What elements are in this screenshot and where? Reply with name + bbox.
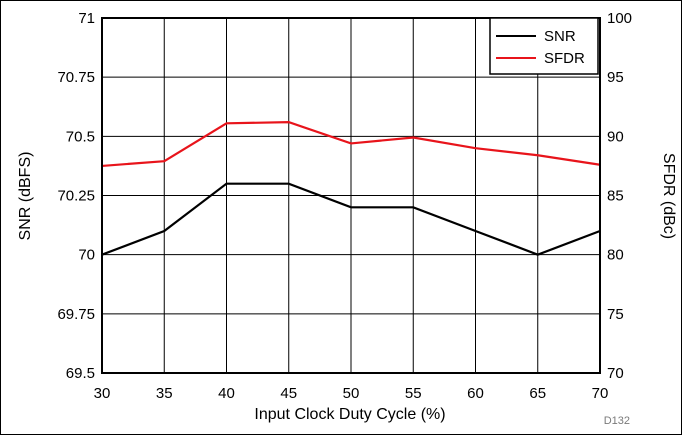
x-tick-label-1: 35 xyxy=(156,385,173,402)
x-tick-label-3: 45 xyxy=(280,385,297,402)
x-tick-label-0: 30 xyxy=(94,385,111,402)
y-left-tick-label-5: 70.75 xyxy=(57,69,95,86)
legend-label-snr: SNR xyxy=(544,28,576,45)
x-tick-labels: 30 35 40 45 50 55 60 65 70 xyxy=(94,385,609,402)
x-axis-label: Input Clock Duty Cycle (%) xyxy=(254,406,445,423)
x-tick-label-8: 70 xyxy=(592,385,609,402)
y-left-tick-label-1: 69.75 xyxy=(57,306,95,323)
y-right-tick-label-4: 90 xyxy=(607,128,624,145)
x-tick-label-7: 65 xyxy=(529,385,546,402)
y-right-tick-label-2: 80 xyxy=(607,247,624,264)
y-right-axis-label: SFDR (dBc) xyxy=(660,153,677,239)
y-right-tick-label-0: 70 xyxy=(607,365,624,382)
y-left-tick-label-2: 70 xyxy=(78,247,95,264)
x-tick-label-4: 50 xyxy=(343,385,360,402)
y-left-axis-label: SNR (dBFS) xyxy=(17,152,34,241)
x-tick-label-5: 55 xyxy=(405,385,422,402)
legend: SNR SFDR xyxy=(490,18,598,74)
y-right-tick-label-5: 95 xyxy=(607,69,624,86)
x-tick-label-2: 40 xyxy=(218,385,235,402)
x-tick-label-6: 60 xyxy=(467,385,484,402)
y-left-tick-label-0: 69.5 xyxy=(66,365,95,382)
legend-label-sfdr: SFDR xyxy=(544,50,585,67)
figure-code: D132 xyxy=(604,415,630,427)
y-left-tick-label-3: 70.25 xyxy=(57,188,95,205)
y-left-tick-label-6: 71 xyxy=(78,10,95,27)
y-right-tick-label-6: 100 xyxy=(607,10,632,27)
y-left-tick-label-4: 70.5 xyxy=(66,128,95,145)
y-right-tick-label-3: 85 xyxy=(607,188,624,205)
y-right-tick-label-1: 75 xyxy=(607,306,624,323)
